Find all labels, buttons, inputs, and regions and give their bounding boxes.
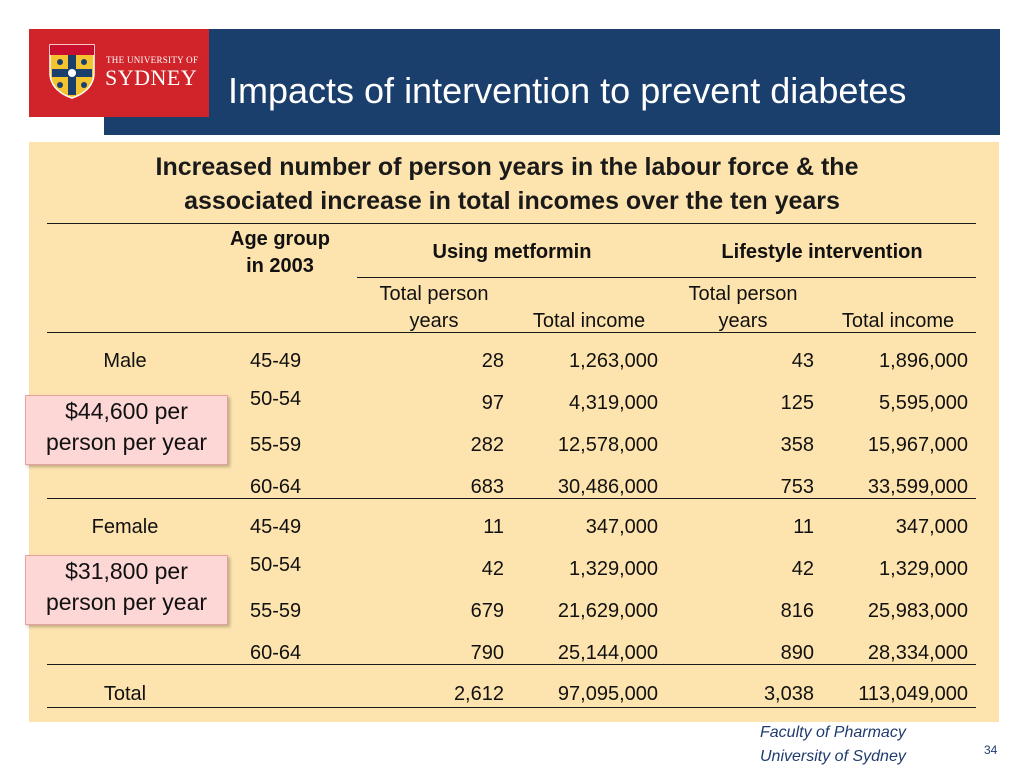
- male-section-rule: [47, 498, 976, 499]
- male-callout-line1: $44,600 per: [65, 398, 188, 424]
- metformin-header: Using metformin: [432, 241, 592, 263]
- met-person-years-header-line2: years: [409, 310, 459, 332]
- table-caption-line2: associated increase in total incomes ove…: [184, 187, 840, 215]
- cell-met-py: 2,612: [453, 683, 504, 705]
- cell-met-inc: 347,000: [585, 516, 658, 538]
- cell-life-py: 816: [780, 600, 814, 622]
- cell-age: 55-59: [250, 434, 302, 456]
- cell-age: 60-64: [250, 642, 302, 664]
- cell-life-inc: 25,983,000: [867, 600, 968, 622]
- male-income-callout: $44,600 per person per year: [25, 395, 228, 465]
- age-group-header-line2: in 2003: [246, 255, 314, 277]
- cell-met-py: 97: [481, 392, 504, 414]
- logo-wordmark: SYDNEY: [105, 65, 198, 90]
- cell-met-py: 42: [481, 558, 504, 580]
- table-caption-line1: Increased number of person years in the …: [155, 153, 859, 181]
- cell-life-inc: 33,599,000: [867, 476, 968, 498]
- cell-met-py: 28: [481, 350, 504, 372]
- cell-met-py: 679: [470, 600, 504, 622]
- lifestyle-header: Lifestyle intervention: [721, 241, 923, 263]
- cell-life-py: 42: [791, 558, 814, 580]
- cell-met-inc: 12,578,000: [557, 434, 658, 456]
- female-section-rule: [47, 664, 976, 665]
- header-bottom-rule: [47, 332, 976, 333]
- table-bottom-rule: [47, 707, 976, 708]
- female-callout-line1: $31,800 per: [65, 558, 188, 584]
- footer-university: University of Sydney: [760, 748, 906, 765]
- page-number: 34: [984, 743, 998, 757]
- female-callout-line2: person per year: [45, 589, 208, 615]
- cell-life-py: 3,038: [763, 683, 814, 705]
- cell-age: 55-59: [250, 600, 302, 622]
- cell-life-inc: 1,329,000: [879, 558, 968, 580]
- cell-life-inc: 1,896,000: [879, 350, 968, 372]
- life-person-years-header: Total person: [688, 283, 798, 305]
- cell-met-inc: 25,144,000: [557, 642, 658, 664]
- cell-life-inc: 28,334,000: [867, 642, 968, 664]
- life-income-header: Total income: [841, 310, 955, 332]
- cell-life-py: 358: [780, 434, 814, 456]
- cell-met-py: 790: [470, 642, 504, 664]
- cell-sex: Male: [103, 350, 147, 372]
- age-group-header: Age group: [230, 228, 330, 250]
- cell-age: 45-49: [250, 516, 302, 538]
- university-logo: THE UNIVERSITY OF SYDNEY: [29, 29, 209, 117]
- cell-life-inc: 15,967,000: [867, 434, 968, 456]
- cell-met-py: 282: [470, 434, 504, 456]
- cell-sex: Total: [103, 683, 147, 705]
- title-bar: [104, 29, 1000, 135]
- cell-met-inc: 1,263,000: [569, 350, 658, 372]
- page-title: Impacts of intervention to prevent diabe…: [228, 70, 907, 111]
- male-callout-line2: person per year: [45, 429, 208, 455]
- logo-caption: THE UNIVERSITY OF: [106, 55, 199, 65]
- cell-life-py: 753: [780, 476, 814, 498]
- met-person-years-header: Total person: [379, 283, 489, 305]
- cell-met-py: 683: [470, 476, 504, 498]
- cell-age: 50-54: [250, 554, 302, 576]
- cell-life-py: 11: [793, 516, 814, 538]
- cell-sex: Female: [91, 516, 159, 538]
- life-person-years-header-line2: years: [718, 310, 768, 332]
- cell-life-py: 125: [780, 392, 814, 414]
- cell-life-py: 890: [780, 642, 814, 664]
- cell-met-inc: 21,629,000: [557, 600, 658, 622]
- group-header-rule: [357, 277, 976, 278]
- footer-faculty: Faculty of Pharmacy: [760, 724, 906, 741]
- cell-life-inc: 5,595,000: [879, 392, 968, 414]
- cell-age: 50-54: [250, 388, 302, 410]
- cell-met-inc: 1,329,000: [569, 558, 658, 580]
- cell-life-inc: 347,000: [895, 516, 968, 538]
- cell-life-py: 43: [791, 350, 814, 372]
- cell-life-inc: 113,049,000: [858, 683, 968, 705]
- crest-icon: [49, 44, 95, 99]
- table-top-rule: [47, 223, 976, 224]
- cell-age: 60-64: [250, 476, 302, 498]
- cell-age: 45-49: [250, 350, 302, 372]
- cell-met-inc: 30,486,000: [557, 476, 658, 498]
- cell-met-inc: 4,319,000: [569, 392, 658, 414]
- met-income-header: Total income: [532, 310, 646, 332]
- female-income-callout: $31,800 per person per year: [25, 555, 228, 625]
- cell-met-py: 11: [483, 516, 504, 538]
- cell-met-inc: 97,095,000: [557, 683, 658, 705]
